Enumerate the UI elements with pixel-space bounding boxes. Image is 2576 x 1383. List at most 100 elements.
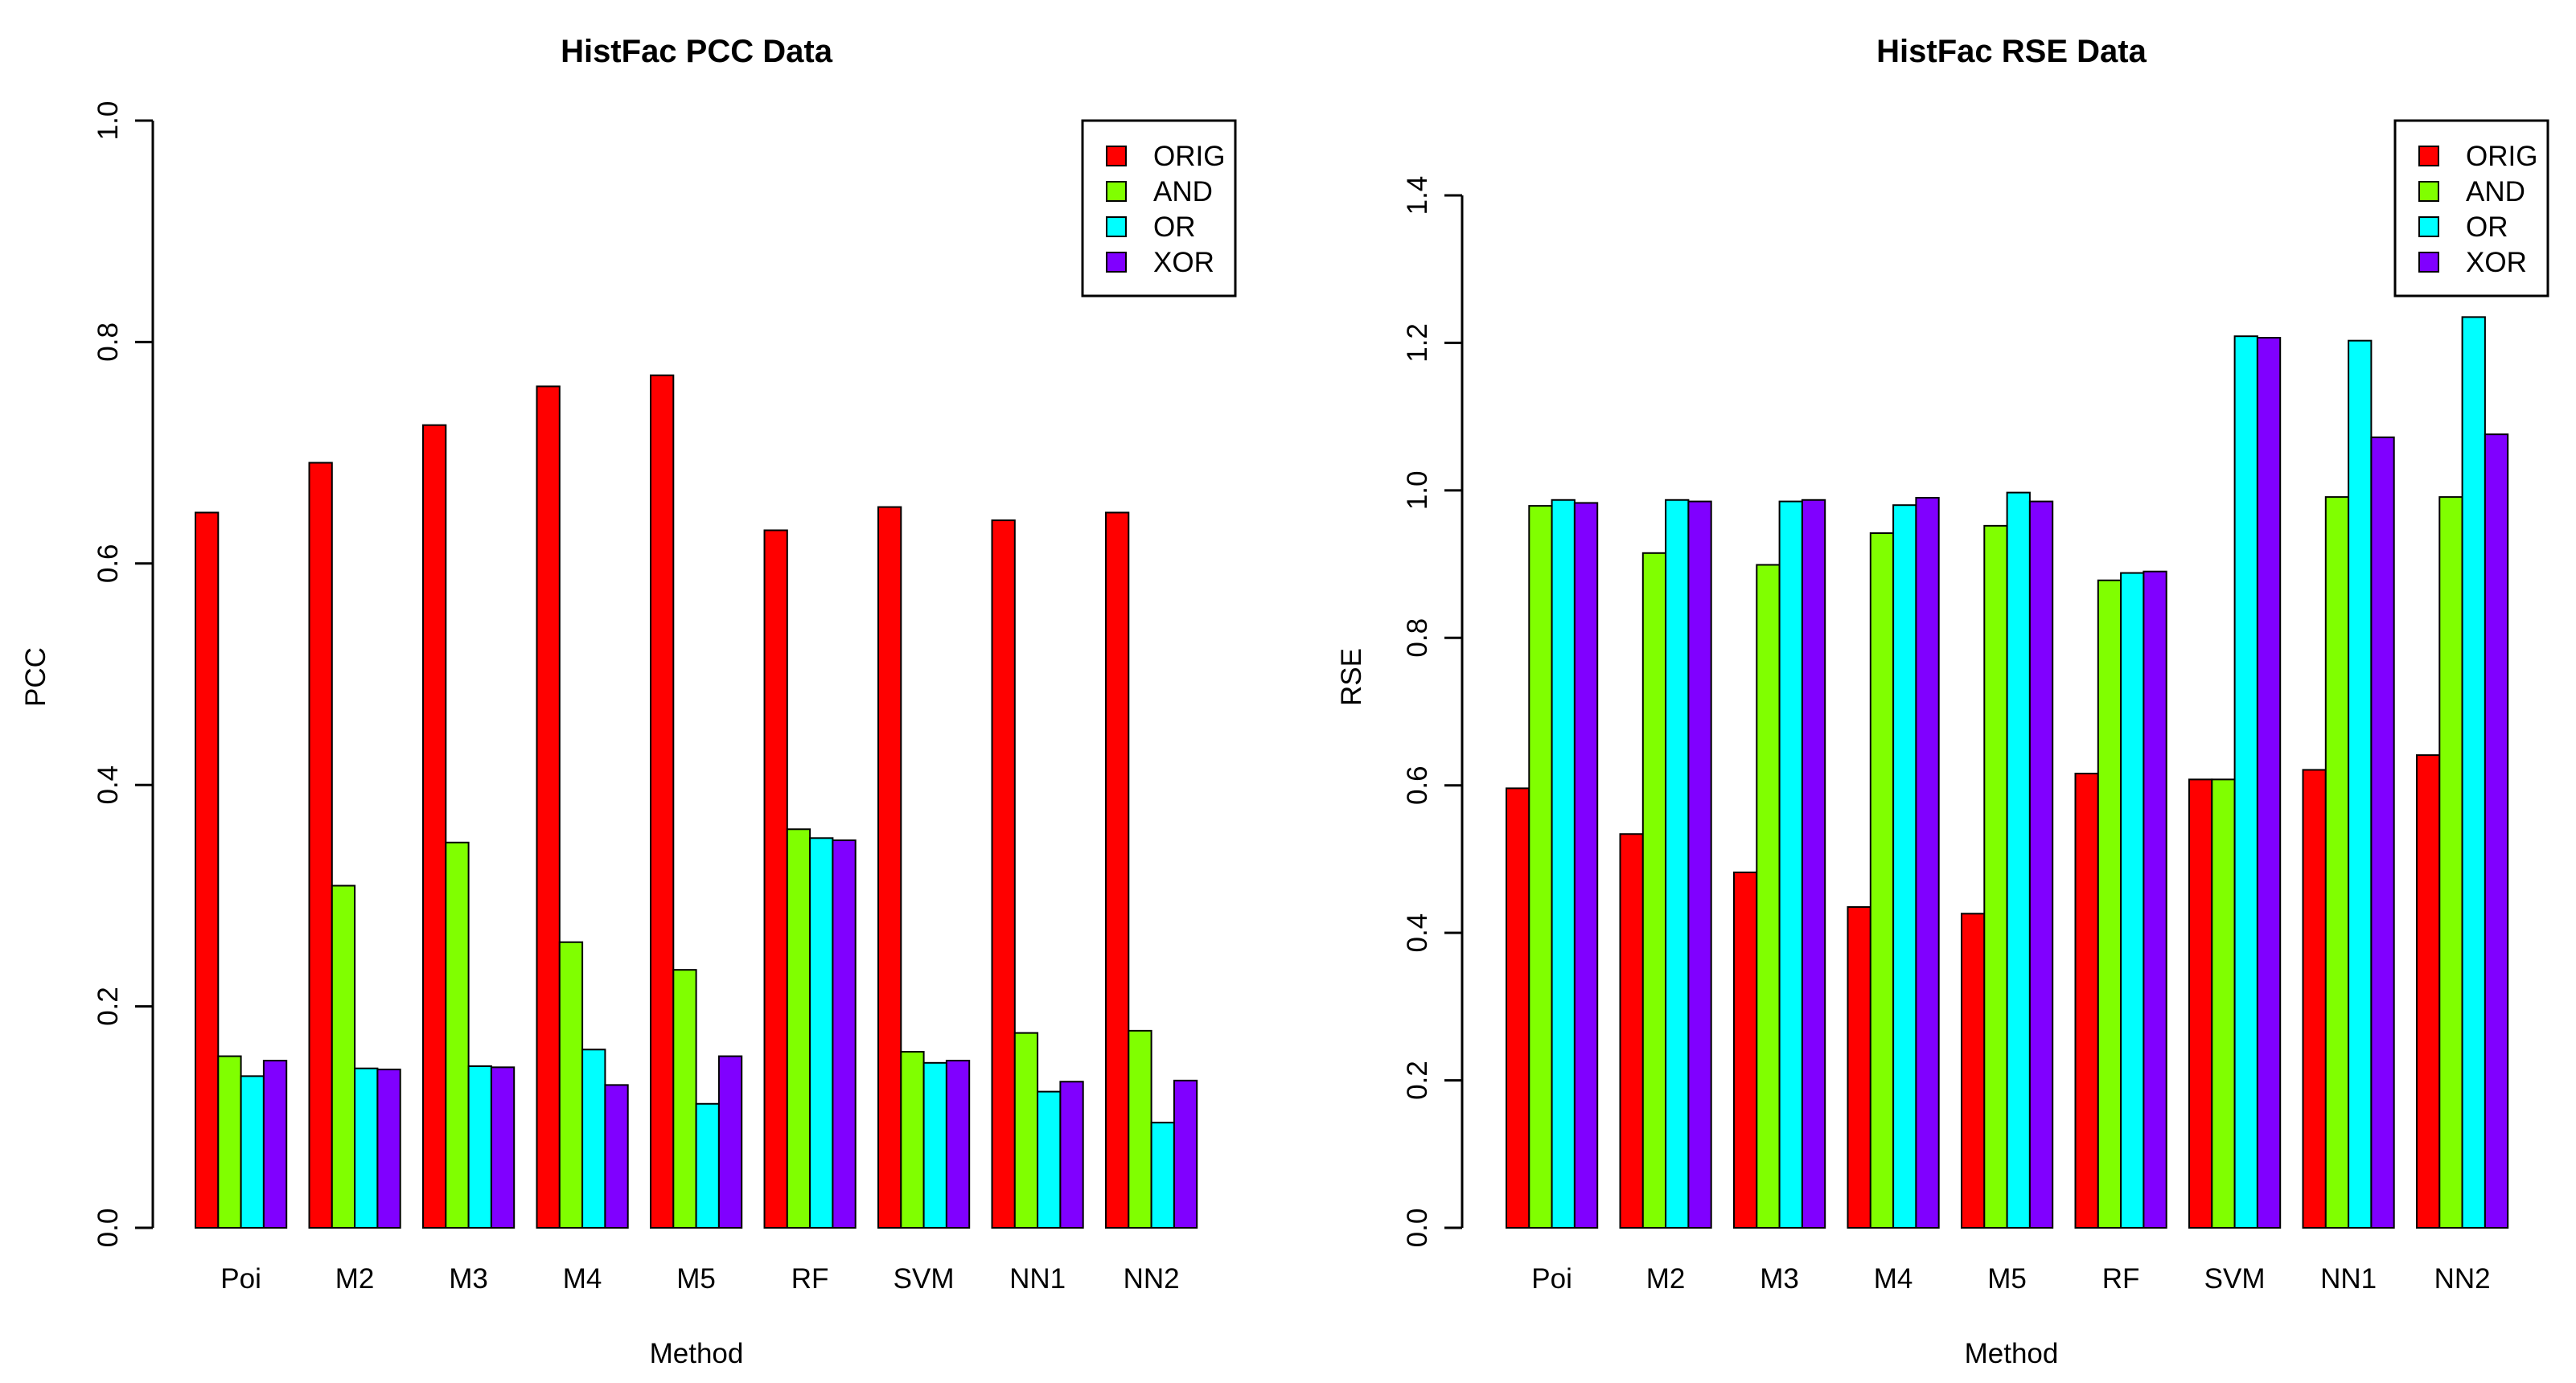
pcc-bar-m5-or [695,1102,720,1229]
rse-bar-nn2-orig [2416,754,2441,1229]
rse-bar-nn1-orig [2302,769,2327,1229]
pcc-legend-label-xor: XOR [1153,247,1214,278]
pcc-x-tick-label-m3: M3 [449,1263,488,1295]
rse-bar-m3-xor [1801,499,1826,1229]
rse-chart-title: HistFac RSE Data [1876,34,2147,69]
rse-bar-m3-orig [1733,871,1758,1229]
pcc-chart-panel: HistFac PCC Data Method PCC 0.0 0.2 0.4 0.6… [20,34,1237,1369]
pcc-bar-svm-or [922,1061,947,1229]
pcc-bar-nn1-orig [991,519,1016,1229]
rse-bars [1506,316,2509,1229]
pcc-y-tick-label: 0.4 [92,765,124,805]
rse-bar-m4-xor [1915,497,1940,1229]
pcc-chart-title: HistFac PCC Data [561,34,833,69]
pcc-legend: ORIG AND OR XOR [1081,119,1237,298]
rse-x-tick-label-svm: SVM [2204,1263,2266,1295]
rse-bar-m4-and [1869,532,1895,1229]
rse-legend-label-orig: ORIG [2466,141,2537,172]
pcc-x-tick-label-m2: M2 [335,1263,375,1295]
pcc-bar-m3-orig [422,424,447,1229]
pcc-bar-nn2-or [1150,1122,1175,1229]
rse-y-tick-label: 0.2 [1402,1061,1433,1100]
rse-bar-rf-and [2097,579,2122,1229]
pcc-bar-m4-and [558,941,584,1229]
rse-bar-nn2-xor [2484,433,2509,1229]
rse-bar-nn1-or [2348,339,2373,1229]
rse-bar-poi-and [1528,505,1553,1229]
pcc-bar-m2-or [354,1067,379,1229]
rse-x-axis-label: Method [1965,1338,2059,1369]
rse-y-tick-label: 0.0 [1402,1209,1433,1248]
pcc-y-tick-label: 0.6 [92,544,124,583]
rse-bar-nn1-and [2324,496,2350,1229]
rse-bar-rf-xor [2143,570,2167,1229]
rse-y-tick-label: 1.4 [1402,176,1433,215]
pcc-legend-label-and: AND [1153,176,1213,207]
rse-bar-svm-xor [2256,337,2282,1229]
rse-bar-m5-xor [2028,500,2054,1229]
rse-legend: ORIG AND OR XOR [2393,119,2549,298]
pcc-bar-poi-or [240,1075,265,1229]
rse-bar-svm-or [2233,335,2258,1229]
rse-x-tick-label-poi: Poi [1531,1263,1572,1295]
rse-y-tick-label: 0.4 [1402,913,1433,953]
pcc-legend-label-or: OR [1153,211,1196,243]
rse-legend-label-xor: XOR [2466,247,2527,278]
rse-bar-m5-orig [1961,913,1986,1229]
pcc-legend-swatch-and [1106,181,1127,202]
rse-legend-label-or: OR [2466,211,2508,243]
rse-bar-m2-and [1641,552,1667,1229]
pcc-bar-m2-and [331,884,356,1229]
rse-legend-swatch-and [2418,181,2439,202]
rse-x-tick-label-rf: RF [2102,1263,2140,1295]
rse-bar-rf-or [2120,572,2145,1229]
pcc-bars [195,374,1198,1229]
rse-y-axis-label: RSE [1336,648,1367,706]
pcc-bar-nn2-xor [1173,1079,1198,1229]
pcc-y-ticks: 0.0 0.2 0.4 0.6 0.8 1.0 [92,101,153,1248]
rse-bar-svm-orig [2188,778,2213,1229]
pcc-bar-m3-xor [490,1066,516,1229]
rse-bar-poi-orig [1506,787,1530,1229]
rse-x-tick-label-nn1: NN1 [2320,1263,2377,1295]
rse-bar-m3-and [1756,564,1781,1229]
pcc-bar-rf-xor [832,839,857,1229]
rse-bar-m5-or [2006,491,2031,1229]
rse-legend-swatch-orig [2418,146,2439,166]
rse-y-tick-label: 1.2 [1402,323,1433,363]
rse-x-tick-label-m4: M4 [1874,1263,1913,1295]
rse-chart-panel: HistFac RSE Data Method RSE 0.0 0.2 0.4 0.6… [1336,34,2549,1369]
pcc-bar-svm-xor [945,1060,971,1229]
pcc-bar-nn1-and [1013,1032,1039,1229]
rse-y-tick-label: 0.6 [1402,765,1433,805]
pcc-bar-m2-orig [308,462,333,1229]
pcc-x-axis-label: Method [650,1338,744,1369]
pcc-legend-swatch-orig [1106,146,1127,166]
rse-bar-m4-or [1892,504,1917,1229]
pcc-bar-poi-xor [262,1060,288,1229]
rse-bar-rf-orig [2074,773,2099,1229]
pcc-y-tick-label: 0.2 [92,987,124,1026]
pcc-bar-poi-orig [195,511,220,1229]
rse-bar-m2-orig [1619,833,1644,1229]
rse-legend-swatch-xor [2418,252,2439,273]
rse-bar-m3-or [1778,500,1803,1229]
rse-legend-label-and: AND [2466,176,2525,207]
pcc-bar-m4-or [581,1049,606,1229]
pcc-y-tick-label: 0.0 [92,1209,124,1248]
pcc-y-tick-label: 0.8 [92,322,124,362]
pcc-bar-m5-and [672,969,697,1229]
rse-y-ticks: 0.0 0.2 0.4 0.6 0.8 1.0 1.2 1.4 [1402,176,1462,1248]
pcc-y-axis-label: PCC [20,647,51,707]
pcc-bar-svm-and [900,1051,925,1229]
pcc-bar-nn1-xor [1059,1081,1084,1229]
pcc-x-tick-label-poi: Poi [220,1263,261,1295]
pcc-x-tick-labels: Poi M2 M3 M4 M5 RF SVM NN1 NN2 [220,1263,1179,1295]
pcc-x-tick-label-rf: RF [791,1263,829,1295]
pcc-x-tick-label-svm: SVM [894,1263,955,1295]
pcc-x-tick-label-m4: M4 [563,1263,602,1295]
rse-bar-poi-or [1551,499,1576,1229]
rse-x-tick-label-m3: M3 [1760,1263,1799,1295]
rse-bar-nn2-and [2438,496,2463,1229]
